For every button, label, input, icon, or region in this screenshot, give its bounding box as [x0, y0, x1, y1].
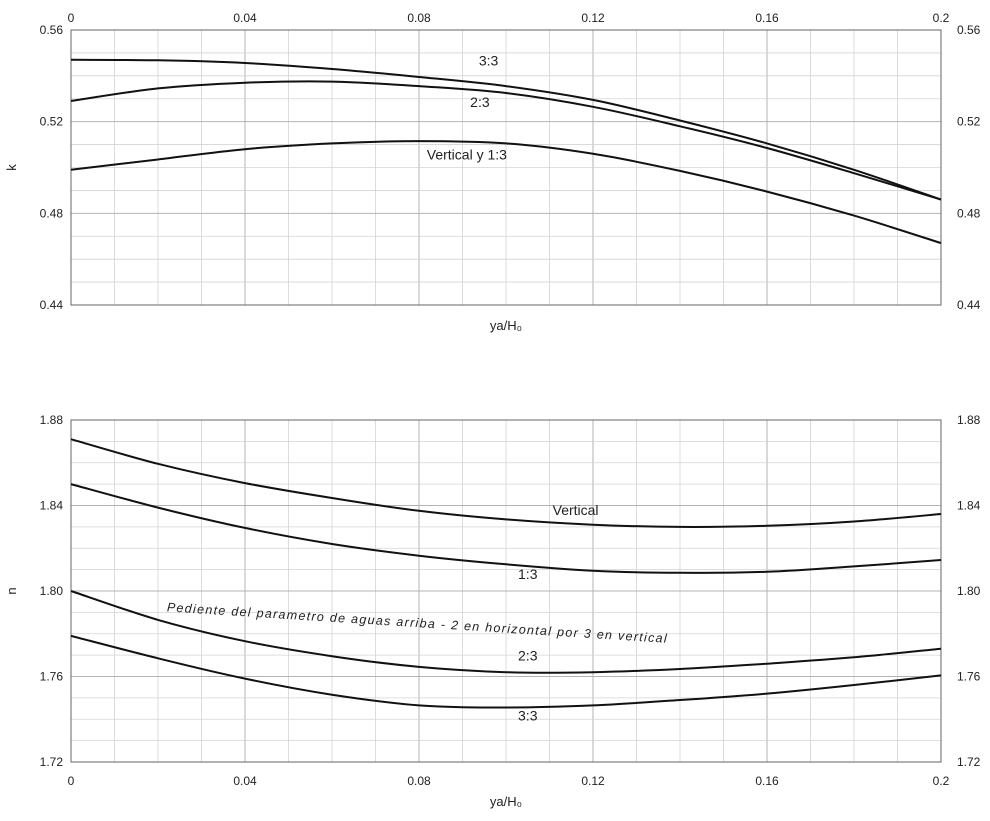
series-line — [70, 483, 942, 574]
y-tick-label-right: 1.80 — [957, 584, 981, 598]
x-tick-label: 0 — [68, 774, 75, 788]
series-label: Vertical y 1:3 — [427, 146, 507, 162]
x-tick-label: 0.04 — [233, 774, 257, 788]
x-tick-label: 0.2 — [933, 774, 950, 788]
series-line — [70, 140, 942, 245]
series-label: 3:3 — [479, 53, 499, 69]
y-tick-label-left: 0.48 — [40, 206, 64, 220]
x-tick-label: 0.08 — [407, 11, 431, 25]
y-tick-label-right: 0.44 — [957, 298, 981, 312]
y-tick-label-left: 0.56 — [40, 23, 64, 37]
x-tick-label: 0.08 — [407, 774, 431, 788]
y-tick-label-right: 0.48 — [957, 206, 981, 220]
y-tick-label-right: 0.56 — [957, 23, 981, 37]
series-line — [70, 438, 942, 528]
y-tick-label-right: 1.72 — [957, 755, 981, 769]
x-axis-label: ya/H₀ — [490, 794, 522, 809]
series-label: Vertical — [553, 502, 599, 518]
y-tick-label-left: 0.44 — [40, 298, 64, 312]
y-axis-label: n — [4, 587, 19, 594]
x-axis-label: ya/H₀ — [490, 318, 522, 333]
series-label: 2:3 — [470, 94, 490, 110]
y-tick-label-left: 1.72 — [40, 755, 64, 769]
series-line — [70, 634, 942, 709]
series-line — [70, 80, 942, 201]
y-tick-label-right: 1.88 — [957, 413, 981, 427]
series-label: 1:3 — [518, 566, 538, 582]
y-tick-label-left: 1.88 — [40, 413, 64, 427]
y-tick-label-left: 1.80 — [40, 584, 64, 598]
plot-frame — [70, 29, 942, 306]
y-tick-label-left: 1.76 — [40, 670, 64, 684]
y-tick-label-right: 1.84 — [957, 499, 981, 513]
x-tick-label: 0 — [68, 11, 75, 25]
series-line — [70, 58, 942, 201]
series-label: 3:3 — [518, 707, 538, 723]
x-tick-label: 0.16 — [755, 774, 779, 788]
y-tick-label-right: 1.76 — [957, 670, 981, 684]
x-tick-label: 0.04 — [233, 11, 257, 25]
x-tick-label: 0.2 — [933, 11, 950, 25]
y-axis-label: k — [4, 164, 19, 171]
y-tick-label-left: 0.52 — [40, 115, 64, 129]
y-tick-label-right: 0.52 — [957, 115, 981, 129]
series-line — [70, 590, 942, 674]
x-tick-label: 0.12 — [581, 11, 605, 25]
x-tick-label: 0.16 — [755, 11, 779, 25]
x-tick-label: 0.12 — [581, 774, 605, 788]
series-label: 2:3 — [518, 647, 538, 663]
y-tick-label-left: 1.84 — [40, 499, 64, 513]
